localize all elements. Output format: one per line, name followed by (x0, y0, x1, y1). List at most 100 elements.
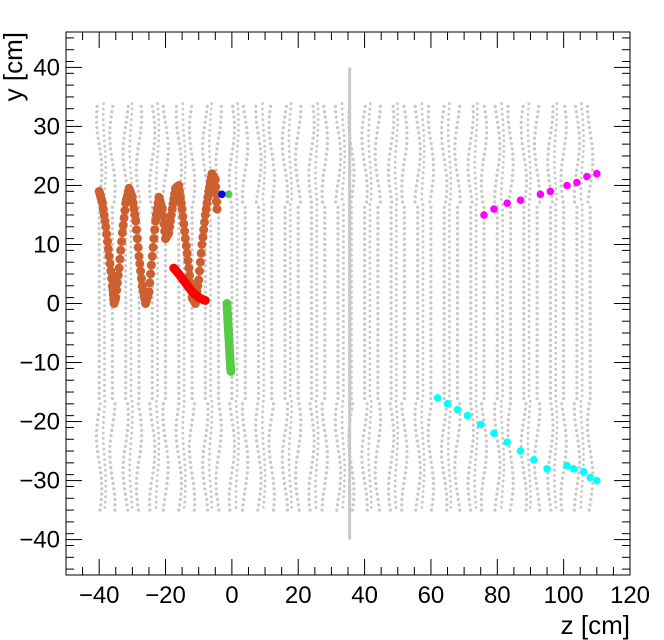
background-hit (588, 381, 592, 385)
background-hit (442, 306, 446, 310)
background-hit (401, 487, 405, 491)
background-hit (315, 330, 319, 334)
background-hit (501, 282, 504, 286)
background-hit (176, 407, 180, 411)
background-hit (580, 389, 584, 392)
background-hit (474, 357, 478, 361)
background-hit (190, 327, 194, 332)
background-hit (153, 136, 157, 140)
background-hit (449, 182, 453, 185)
background-hit (448, 155, 451, 159)
track-point (146, 260, 156, 270)
background-hit (98, 508, 102, 512)
background-hit (553, 150, 556, 153)
background-hit (182, 357, 186, 361)
background-hit (480, 402, 484, 406)
background-hit (502, 144, 506, 148)
track-point (463, 411, 472, 420)
background-hit (482, 365, 486, 369)
background-hit (455, 359, 460, 363)
background-hit (255, 120, 259, 124)
background-hit (421, 171, 425, 175)
background-hit (501, 240, 504, 244)
background-hit (163, 242, 168, 247)
background-hit (138, 131, 142, 135)
background-hit (376, 211, 380, 215)
background-hit (376, 333, 380, 337)
background-hit (128, 463, 132, 467)
background-hit (137, 333, 141, 337)
background-hit (288, 378, 292, 382)
background-hit (311, 455, 315, 459)
background-hit (230, 396, 234, 401)
background-hit (110, 216, 114, 220)
background-hit (243, 168, 247, 172)
background-hit (421, 437, 425, 440)
background-hit (522, 343, 526, 347)
background-hit (501, 219, 504, 223)
background-hit (236, 426, 240, 430)
background-hit (404, 434, 408, 438)
background-hit (269, 460, 273, 464)
background-hit (150, 359, 154, 363)
background-hit (262, 367, 266, 371)
background-hit (547, 497, 552, 502)
background-hit (577, 126, 581, 130)
background-hit (270, 322, 274, 326)
background-hit (314, 182, 318, 185)
background-hit (421, 261, 425, 265)
background-hit-column (148, 102, 161, 512)
background-hit (390, 200, 394, 204)
background-hit (96, 418, 100, 422)
background-hit (426, 115, 430, 119)
background-hit-column (174, 102, 187, 512)
background-hit (262, 447, 265, 451)
background-hit (283, 221, 287, 225)
background-hit (288, 219, 292, 223)
background-hit (554, 447, 558, 451)
background-hit (555, 118, 558, 121)
background-hit (420, 506, 424, 509)
background-hit (231, 110, 235, 114)
background-hit (400, 492, 404, 496)
y-tick-label: −40 (19, 527, 60, 554)
background-hit (421, 229, 425, 233)
x-tick-label: 80 (484, 582, 511, 609)
background-hit (467, 179, 471, 183)
background-hit (363, 481, 367, 486)
background-hit (163, 359, 168, 363)
background-hit (289, 171, 293, 175)
background-hit (495, 370, 499, 374)
background-hit (421, 298, 425, 302)
background-hit (235, 272, 239, 276)
background-hit (546, 152, 550, 156)
background-hit (527, 389, 531, 392)
background-hit (137, 317, 141, 321)
background-hit (580, 362, 584, 366)
background-hit (469, 211, 473, 215)
background-hit (267, 450, 271, 454)
background-hit (184, 474, 187, 477)
background-hit (296, 386, 300, 390)
background-hit (191, 163, 195, 167)
background-hit (154, 176, 158, 180)
background-hit (219, 104, 223, 108)
background-hit (455, 444, 459, 448)
background-hit (182, 352, 186, 355)
background-hit (128, 479, 132, 483)
background-hit (471, 104, 475, 108)
background-hit (256, 258, 260, 262)
background-hit (242, 428, 246, 432)
background-hit (262, 389, 266, 392)
background-hit (156, 320, 160, 323)
background-hit (280, 142, 284, 146)
background-hit (235, 367, 239, 371)
background-hit (564, 439, 568, 443)
background-hit (287, 447, 291, 451)
track-point (101, 222, 111, 232)
background-hit (475, 405, 478, 408)
background-hit (588, 205, 592, 209)
background-hit (256, 285, 260, 289)
background-hit (360, 142, 364, 146)
background-hit (431, 476, 435, 480)
